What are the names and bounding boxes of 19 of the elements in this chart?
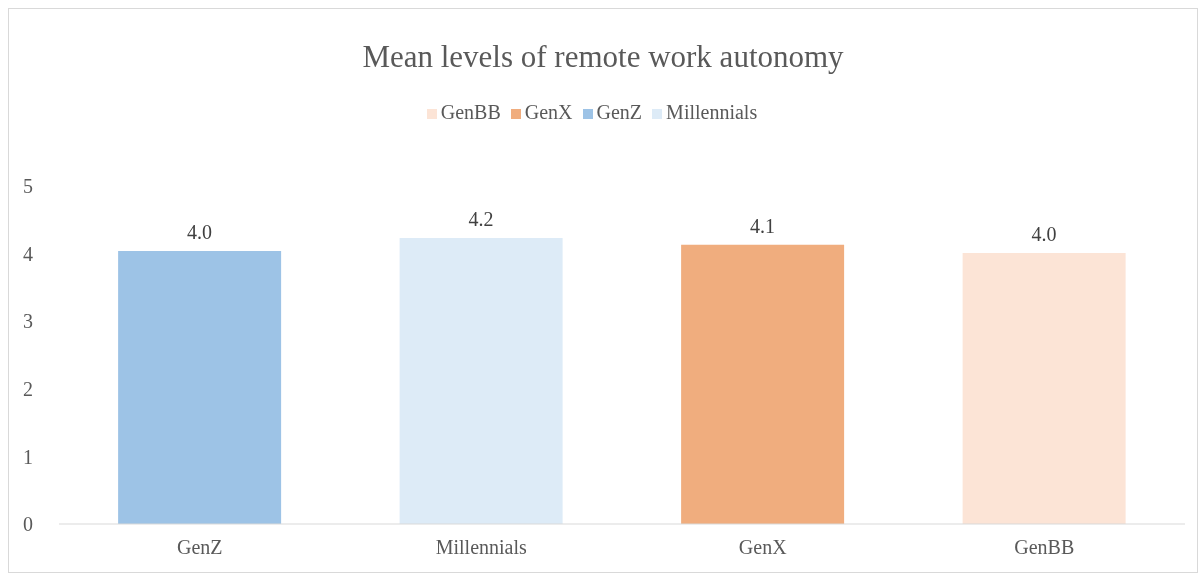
y-tick-label: 3	[23, 310, 33, 333]
y-tick-label: 5	[23, 175, 33, 198]
y-tick-label: 0	[23, 513, 33, 536]
chart-title: Mean levels of remote work autonomy	[361, 39, 845, 75]
x-tick-label: GenBB	[1014, 536, 1075, 559]
data-label: 4.2	[468, 208, 494, 231]
legend-label: Millennials	[666, 101, 758, 123]
legend-label: GenZ	[596, 101, 643, 123]
y-tick-label: 4	[23, 242, 33, 265]
legend-label: GenBB	[440, 101, 501, 123]
legend-label: GenX	[524, 101, 573, 123]
x-tick-label: GenZ	[176, 536, 223, 559]
data-label: 4.0	[187, 220, 213, 243]
x-tick-label: GenX	[738, 536, 788, 559]
y-tick-label: 1	[23, 445, 33, 468]
data-label: 4.1	[750, 214, 776, 237]
x-tick-label: Millennials	[435, 536, 528, 559]
y-tick-label: 2	[23, 377, 33, 400]
data-label: 4.0	[1031, 222, 1057, 245]
